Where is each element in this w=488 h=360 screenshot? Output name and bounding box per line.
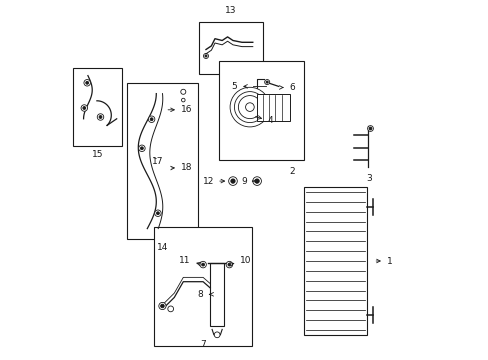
Text: 8: 8: [197, 290, 213, 299]
Bar: [210, 263, 224, 326]
Bar: [199, 22, 262, 74]
Bar: [219, 61, 303, 160]
Text: 17: 17: [152, 157, 163, 166]
Circle shape: [227, 263, 230, 266]
Bar: [127, 83, 197, 239]
Circle shape: [84, 80, 90, 86]
Circle shape: [148, 116, 155, 122]
Text: 14: 14: [157, 243, 168, 252]
Text: 9: 9: [241, 177, 256, 186]
Circle shape: [245, 103, 254, 111]
Circle shape: [204, 55, 206, 57]
Circle shape: [200, 261, 206, 268]
Text: 4: 4: [255, 116, 273, 125]
Circle shape: [181, 98, 185, 102]
Text: 12: 12: [203, 177, 224, 186]
Text: 2: 2: [288, 167, 294, 176]
Circle shape: [139, 145, 145, 152]
Circle shape: [160, 304, 164, 308]
Circle shape: [264, 80, 269, 85]
Text: 7: 7: [200, 340, 205, 349]
Text: 1: 1: [375, 256, 392, 265]
Circle shape: [82, 107, 85, 109]
Circle shape: [97, 114, 103, 120]
Circle shape: [214, 332, 220, 338]
Bar: [154, 227, 251, 346]
Text: 6: 6: [279, 83, 295, 92]
Text: 18: 18: [170, 163, 192, 172]
Circle shape: [367, 126, 373, 131]
Circle shape: [368, 127, 371, 130]
Circle shape: [234, 91, 265, 122]
Circle shape: [156, 212, 159, 215]
Circle shape: [181, 89, 185, 94]
Circle shape: [225, 261, 232, 268]
Circle shape: [167, 306, 173, 312]
Circle shape: [85, 81, 88, 84]
Circle shape: [203, 54, 208, 58]
Text: 11: 11: [179, 256, 201, 266]
Circle shape: [154, 210, 161, 216]
Bar: [73, 68, 122, 146]
Circle shape: [228, 177, 237, 185]
Circle shape: [159, 302, 166, 310]
Circle shape: [150, 118, 153, 121]
Bar: [303, 187, 366, 335]
Circle shape: [252, 177, 261, 185]
Text: 16: 16: [168, 105, 192, 114]
Text: 10: 10: [229, 256, 251, 266]
Text: 3: 3: [365, 174, 371, 183]
Circle shape: [254, 179, 259, 183]
Circle shape: [265, 81, 268, 83]
Text: 15: 15: [92, 150, 103, 159]
Circle shape: [81, 105, 87, 111]
Text: 13: 13: [224, 6, 236, 15]
Circle shape: [230, 87, 269, 127]
Text: 5: 5: [231, 82, 247, 91]
Circle shape: [238, 95, 261, 118]
Circle shape: [140, 147, 143, 150]
Circle shape: [230, 179, 235, 183]
Circle shape: [201, 263, 204, 266]
Circle shape: [99, 116, 102, 118]
Bar: [257, 94, 289, 121]
